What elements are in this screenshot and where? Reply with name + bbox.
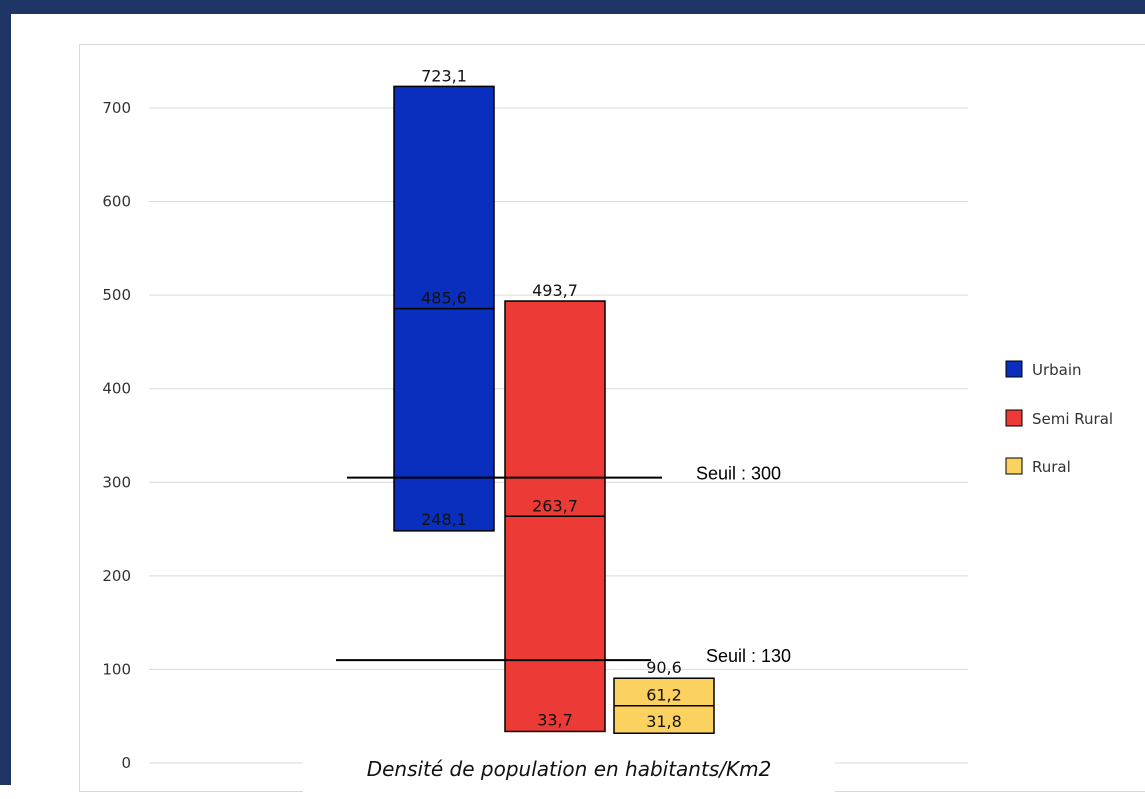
label-mid-rural: 61,2	[646, 686, 682, 705]
y-tick-label-400: 400	[102, 380, 131, 398]
legend-swatch-urbain	[1005, 360, 1023, 378]
threshold-label-0: Seuil : 300	[696, 464, 781, 484]
label-high-urbain: 723,1	[421, 66, 467, 85]
legend-swatch-rural	[1005, 457, 1023, 475]
chart-title: Densité de population en habitants/Km2	[367, 757, 772, 781]
label-low-semi-rural: 33,7	[537, 710, 573, 729]
legend-label-semi-rural: Semi Rural	[1032, 410, 1113, 428]
legend-label-rural: Rural	[1032, 458, 1071, 476]
y-tick-label-200: 200	[102, 567, 131, 585]
label-high-semi-rural: 493,7	[532, 281, 578, 300]
legend-label-urbain: Urbain	[1032, 361, 1082, 379]
y-tick-label-700: 700	[102, 99, 131, 117]
label-low-rural: 31,8	[646, 712, 682, 731]
y-tick-label-100: 100	[102, 660, 131, 678]
y-tick-label-0: 0	[121, 754, 131, 772]
box-chart: 0 100 200 300 400 500 600 700 723,1 485,6 248,1 493…	[102, 66, 1113, 796]
y-tick-label-500: 500	[102, 286, 131, 304]
chart-panel	[79, 44, 1145, 792]
y-tick-label-600: 600	[102, 193, 131, 211]
label-low-urbain: 248,1	[421, 510, 467, 529]
legend-swatch-semi-rural	[1005, 409, 1023, 427]
y-tick-label-300: 300	[102, 473, 131, 491]
label-high-rural: 90,6	[646, 658, 682, 677]
label-mid-urbain: 485,6	[421, 289, 467, 308]
label-mid-semi-rural: 263,7	[532, 496, 578, 515]
threshold-label-1: Seuil : 130	[706, 646, 791, 666]
